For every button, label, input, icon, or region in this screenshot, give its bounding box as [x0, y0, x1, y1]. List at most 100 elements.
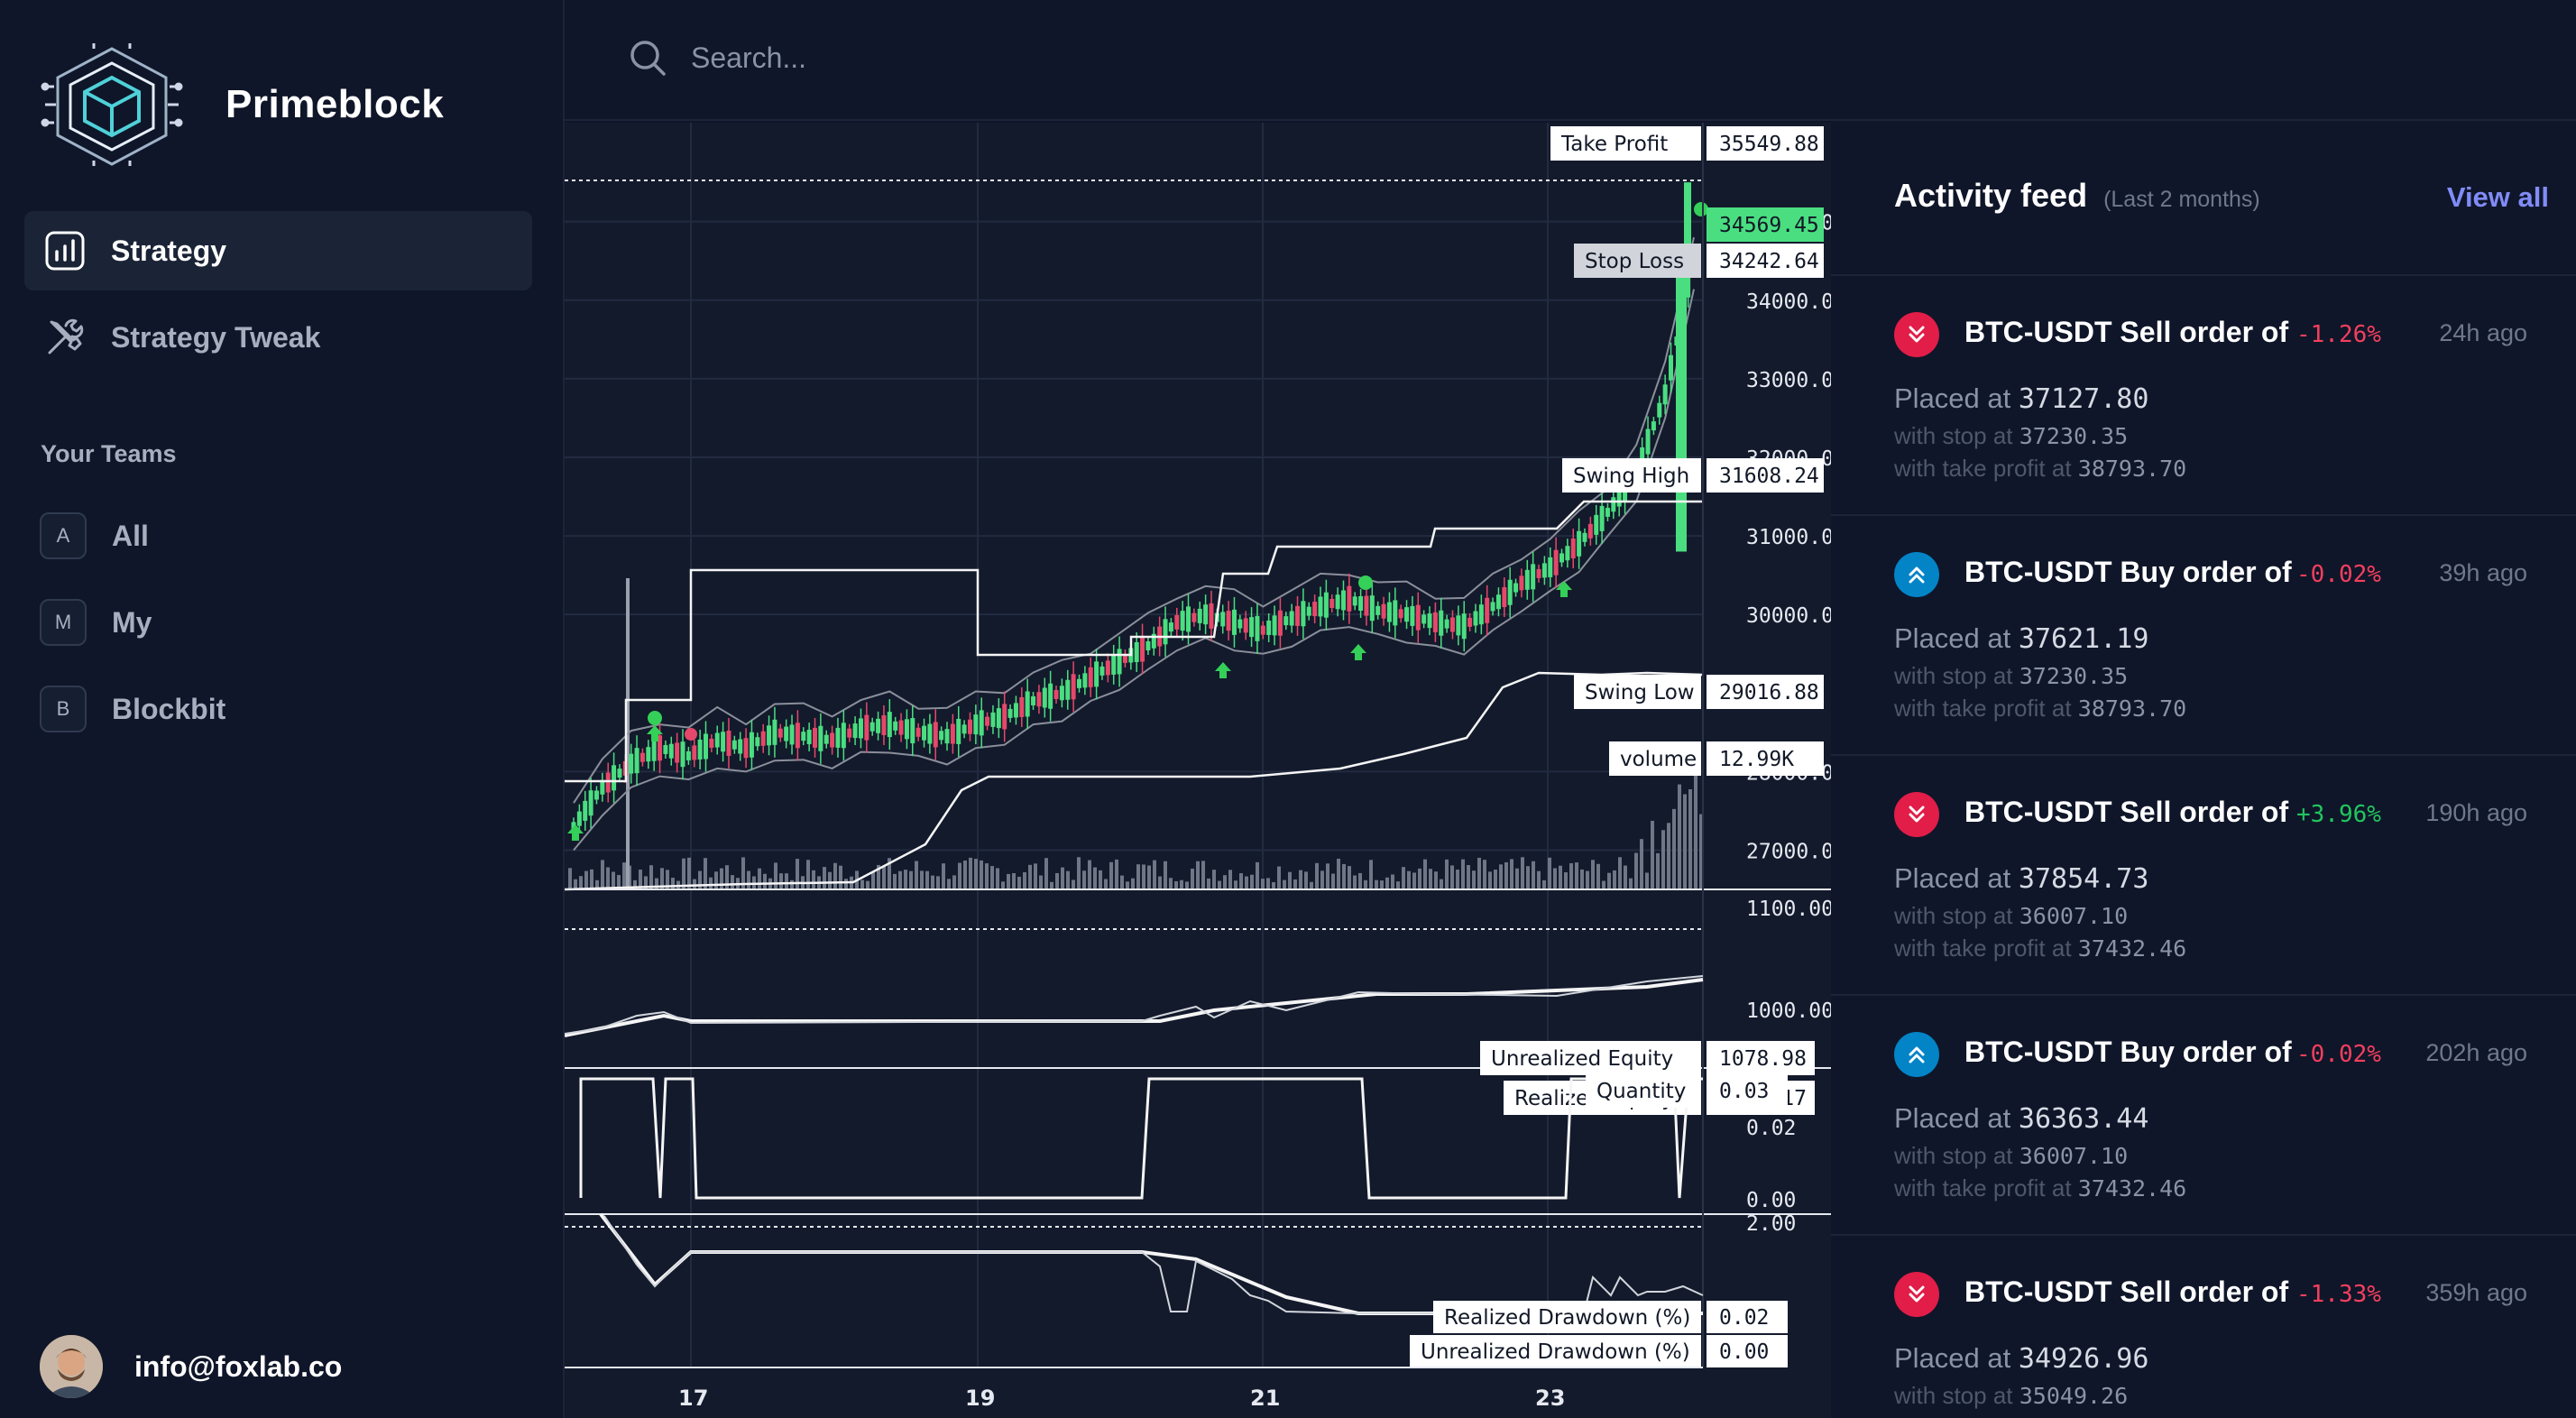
candle-body [1467, 617, 1473, 627]
volume-bar [806, 860, 810, 889]
candle-body [1541, 563, 1547, 578]
nav-strategy-tweak[interactable]: Strategy Tweak [24, 298, 532, 377]
volume-bar [1228, 870, 1232, 889]
candle-body [1013, 703, 1018, 718]
take-profit-label: with take profit at [1894, 935, 2072, 962]
volume-bar [1634, 852, 1638, 889]
candle-body [1531, 564, 1536, 590]
volume-bar [731, 875, 734, 889]
volume-bar [985, 863, 989, 889]
volume-bar [1104, 879, 1108, 889]
user-profile[interactable]: info@foxlab.co [40, 1335, 342, 1398]
candle-body [1191, 612, 1197, 622]
volume-bar [833, 862, 837, 889]
take-profit-value: 37432.46 [2077, 1175, 2187, 1202]
volume-bar [925, 870, 929, 889]
entry-title: BTC-USDT Sell order of [1964, 796, 2289, 828]
stop-value: 35049.26 [2019, 1383, 2129, 1409]
candle-body [1599, 505, 1605, 531]
team-all[interactable]: A All [40, 509, 149, 563]
volume-bar [1434, 871, 1438, 889]
volume-bar [741, 857, 745, 889]
volume-bar [1315, 862, 1319, 889]
level-label: Take Profit [1560, 133, 1668, 156]
team-blockbit[interactable]: B Blockbit [40, 682, 225, 736]
stop-value: 36007.10 [2019, 903, 2129, 929]
entry-change: +3.96% [2296, 801, 2381, 828]
volume-bar [1072, 879, 1075, 889]
candle-body [1071, 674, 1076, 700]
candle-body [1197, 608, 1202, 623]
candle-body [1306, 606, 1311, 616]
placed-value: 37854.73 [2018, 863, 2149, 895]
candle-body [979, 710, 984, 736]
brand[interactable]: Primeblock [40, 41, 444, 168]
sell-arrow-icon [1894, 312, 1939, 357]
volume-bar [1196, 861, 1200, 889]
volume-bar [568, 868, 572, 889]
feed-entry[interactable]: BTC-USDT Sell order of -1.33% 359h ago P… [1831, 1236, 2576, 1418]
candle-body [835, 727, 841, 748]
volume-bar [1645, 872, 1649, 889]
volume-bar [714, 871, 718, 889]
search-input[interactable] [691, 32, 1503, 83]
feed-entry[interactable]: BTC-USDT Buy order of -0.02% 202h ago Pl… [1831, 996, 2576, 1236]
candle-body [841, 723, 846, 749]
placed-label: Placed at [1894, 382, 2011, 414]
level-value-box [1707, 675, 1824, 709]
divider [1831, 274, 2576, 276]
volume-bar [590, 869, 593, 889]
avatar [40, 1335, 103, 1398]
volume-bar [969, 857, 972, 889]
level-label-box [1574, 675, 1701, 709]
nav-strategy[interactable]: Strategy [24, 211, 532, 290]
volume-bar [1326, 863, 1329, 889]
strategy-chart[interactable]: 35000.0034000.0033000.0032000.0031000.00… [565, 123, 1831, 1418]
candle-body [1404, 607, 1410, 622]
feed-entry[interactable]: BTC-USDT Sell order of +3.96% 190h ago P… [1831, 756, 2576, 996]
candle-body [738, 739, 743, 754]
volume-bar [1483, 860, 1486, 889]
volume-bar [1245, 876, 1248, 889]
volume-bar [1564, 872, 1568, 889]
level-label: volume [1620, 748, 1697, 771]
candle-body [1582, 532, 1587, 542]
swing-high-line [565, 500, 1703, 783]
level-label-box [1574, 244, 1701, 278]
x-tick-label: 17 [678, 1386, 708, 1411]
candle-body [795, 723, 800, 749]
feed-entry[interactable]: BTC-USDT Buy order of -0.02% 39h ago Pla… [1831, 516, 2576, 756]
volume-bar [1158, 876, 1162, 889]
candle-body [1122, 653, 1127, 663]
volume-bar [1353, 875, 1357, 889]
take-profit-line: with take profit at 38793.70 [1894, 695, 2186, 723]
volume-bar [595, 879, 599, 889]
view-all-link[interactable]: View all [2446, 181, 2549, 213]
feed-entry[interactable]: BTC-USDT Sell order of -1.26% 24h ago Pl… [1831, 276, 2576, 516]
volume-bar [860, 879, 864, 889]
volume-bar [633, 879, 637, 889]
volume-bar [1607, 872, 1611, 889]
candle-body [1117, 649, 1122, 675]
header [565, 0, 2576, 121]
candle-body [1036, 692, 1042, 707]
drawdown-label: Realized Drawdown (%) [1444, 1306, 1690, 1330]
volume-bar [1532, 861, 1535, 889]
volume-bar [796, 859, 799, 889]
volume-bar [882, 865, 886, 889]
volume-bar [693, 879, 696, 889]
volume-bar [1672, 808, 1676, 889]
team-my[interactable]: M My [40, 595, 152, 649]
volume-bar [687, 857, 691, 889]
volume-bar [904, 870, 907, 889]
feed-subtitle: (Last 2 months) [2103, 187, 2260, 212]
volume-bar [996, 868, 999, 889]
candle-body [1386, 602, 1392, 622]
price-tick-label: 33000.00 [1746, 369, 1831, 392]
volume-bar [1256, 861, 1259, 889]
chart-canvas[interactable]: 35000.0034000.0033000.0032000.0031000.00… [565, 123, 1831, 1418]
candle-body [1645, 428, 1651, 455]
candle-body [1329, 598, 1335, 608]
volume-bar [1526, 866, 1530, 889]
candle-body [1559, 553, 1565, 563]
